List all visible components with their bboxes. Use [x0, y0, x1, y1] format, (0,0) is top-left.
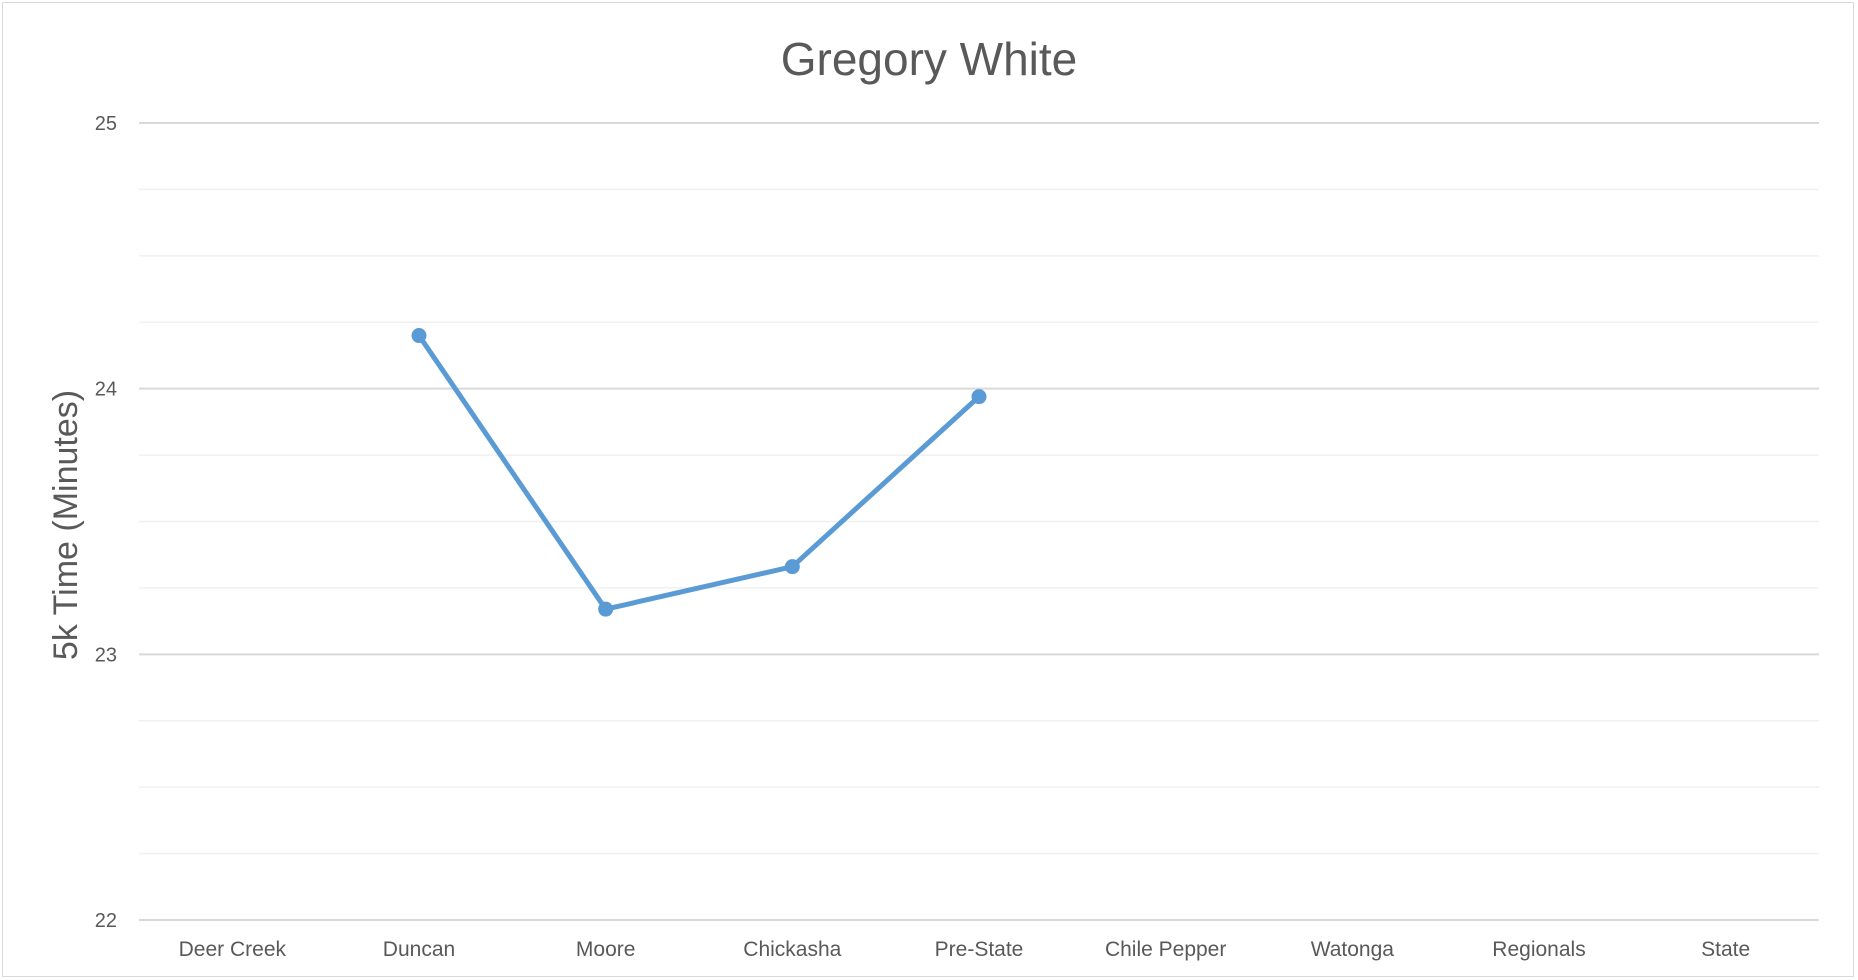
series-line — [416, 333, 982, 612]
x-category-label: Moore — [576, 938, 636, 961]
x-category-label: Chickasha — [743, 938, 841, 961]
x-category-label: Chile Pepper — [1105, 938, 1226, 961]
x-category-label: State — [1701, 938, 1750, 961]
x-category-label: Deer Creek — [179, 938, 287, 961]
line-chart: Gregory White 22 23 24 25 Deer Creek Duncan M… — [47, 33, 1819, 961]
y-axis-label: 5k Time (Minutes) — [47, 390, 85, 660]
data-point — [971, 389, 987, 405]
y-tick-label: 23 — [95, 644, 117, 666]
y-tick-label: 22 — [95, 910, 117, 932]
x-category-label: Pre-State — [935, 938, 1024, 961]
series-layer — [411, 328, 987, 617]
y-tick-label: 24 — [95, 379, 117, 401]
x-axis-categories: Deer Creek Duncan Moore Chickasha Pre-State C… — [179, 938, 1751, 961]
gridlines — [139, 122, 1819, 921]
chart-title: Gregory White — [781, 33, 1078, 85]
x-category-label: Watonga — [1311, 938, 1395, 961]
data-point — [784, 559, 800, 575]
x-category-label: Duncan — [383, 938, 455, 961]
y-axis-ticks: 22 23 24 25 — [95, 113, 117, 932]
y-tick-label: 25 — [95, 113, 117, 135]
data-point — [411, 328, 427, 344]
data-point — [598, 601, 614, 617]
x-category-label: Regionals — [1492, 938, 1585, 961]
